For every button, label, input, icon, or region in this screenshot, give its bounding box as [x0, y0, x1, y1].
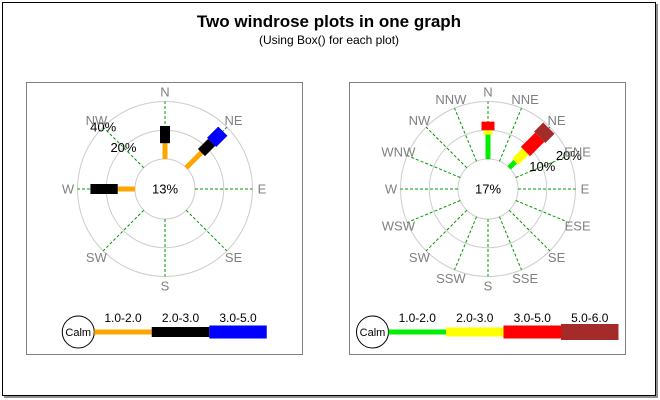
radial-line — [499, 107, 522, 162]
direction-label: SSE — [512, 271, 538, 286]
direction-label: SW — [409, 250, 431, 265]
radial-line — [508, 209, 551, 252]
radial-line — [425, 209, 468, 252]
windrose-bar-segment — [197, 138, 216, 157]
windrose-bar-segment — [483, 130, 493, 135]
windrose-bar — [160, 125, 170, 159]
radial-line — [454, 216, 477, 271]
windrose-bar — [481, 121, 495, 159]
center-label: 17% — [475, 182, 501, 197]
legend-bin-label: 1.0-2.0 — [399, 311, 437, 325]
chart-title: Two windrose plots in one graph — [196, 12, 462, 31]
legend-bin-swatch — [388, 329, 446, 335]
windrose-bar-segment — [162, 143, 168, 159]
direction-label: N — [160, 85, 169, 100]
direction-label: NNE — [511, 92, 539, 107]
windrose-bar-segment — [520, 132, 545, 157]
radial-line — [102, 126, 145, 169]
legend-bin-label: 3.0-5.0 — [514, 311, 552, 325]
direction-label: WSW — [382, 219, 416, 234]
radial-line — [515, 155, 570, 178]
legend-bin-label: 5.0-6.0 — [571, 311, 609, 325]
direction-label: W — [62, 182, 75, 197]
direction-label: SSW — [436, 271, 466, 286]
legend-calm-label: Calm — [360, 327, 386, 339]
center-label: 13% — [152, 182, 178, 197]
direction-label: ENE — [564, 144, 591, 159]
windrose-plot-left: 20% 40% 13% N NE E SE S SW W NW Calm 1.0-2.0 2.0-3.0 3… — [26, 82, 303, 355]
legend-bin-swatch — [151, 327, 210, 337]
direction-label: SE — [225, 250, 243, 265]
legend-bin-swatch — [503, 325, 561, 339]
direction-label: NNW — [435, 92, 467, 107]
legend-bin-label: 1.0-2.0 — [104, 311, 142, 325]
direction-label: SW — [86, 250, 108, 265]
windrose-bar-segment — [160, 125, 170, 144]
windrose-plot-right: 10% 20% 17% N NNE NE ENE E ESE SE SSE S SSW SW WSW W WNW… — [349, 82, 626, 355]
radial-line — [185, 209, 228, 252]
chart-canvas: Two windrose plots in one graph (Using B… — [2, 2, 656, 396]
windrose-bar-segment — [507, 159, 518, 170]
legend-bin-label: 2.0-3.0 — [162, 311, 200, 325]
windrose-bar — [507, 122, 555, 170]
windrose-bar-segment — [117, 186, 135, 192]
direction-label: N — [483, 85, 492, 100]
windrose-bar-segment — [534, 122, 555, 143]
direction-label: NE — [548, 113, 566, 128]
windrose-bar-segment — [485, 134, 491, 159]
radial-line — [406, 200, 461, 223]
windrose-svg: 20% 40% 13% N NE E SE S SW W NW Calm 1.0-2.0 2.0-3.0 3… — [61, 85, 267, 349]
windrose-bar-segment — [207, 126, 228, 147]
direction-label: NW — [409, 113, 431, 128]
ring-label: 40% — [90, 120, 116, 135]
windrose-bar — [184, 126, 228, 170]
direction-label: WNW — [381, 144, 416, 159]
windrose-bar-segment — [90, 184, 118, 194]
ring-label: 20% — [110, 140, 136, 155]
direction-label: SE — [548, 250, 566, 265]
radial-line — [102, 209, 145, 252]
windrose-bar — [90, 184, 135, 194]
ring-label: 10% — [529, 159, 555, 174]
radial-line — [406, 155, 461, 178]
chart-subtitle: (Using Box() for each plot) — [258, 33, 400, 47]
legend-bin-label: 2.0-3.0 — [456, 311, 494, 325]
ring-label: 20% — [556, 148, 582, 163]
legend-calm-label: Calm — [65, 327, 91, 339]
legend-bin-swatch — [446, 327, 504, 337]
legend-bin-swatch — [94, 329, 152, 335]
radial-line — [515, 200, 570, 223]
direction-label: ESE — [565, 219, 591, 234]
legend-bin-swatch — [561, 324, 619, 340]
direction-label: E — [258, 182, 267, 197]
direction-label: S — [484, 279, 493, 294]
windrose-bar-segment — [184, 150, 204, 170]
windrose-svg: 10%20% 17% N NNE NE ENE E ESE SE SSE S SSW SW WSW W WNW… — [356, 85, 619, 349]
direction-label: NW — [86, 113, 108, 128]
windrose-bar-segment — [481, 121, 495, 131]
direction-label: W — [385, 182, 398, 197]
direction-label: S — [161, 279, 170, 294]
direction-label: NE — [225, 113, 243, 128]
legend-bin-swatch — [209, 325, 267, 339]
radial-line — [425, 126, 468, 169]
direction-label: E — [581, 182, 590, 197]
windrose-bar-segment — [512, 148, 529, 165]
radial-line — [499, 216, 522, 271]
radial-line — [454, 107, 477, 162]
legend-bin-label: 3.0-5.0 — [219, 311, 257, 325]
